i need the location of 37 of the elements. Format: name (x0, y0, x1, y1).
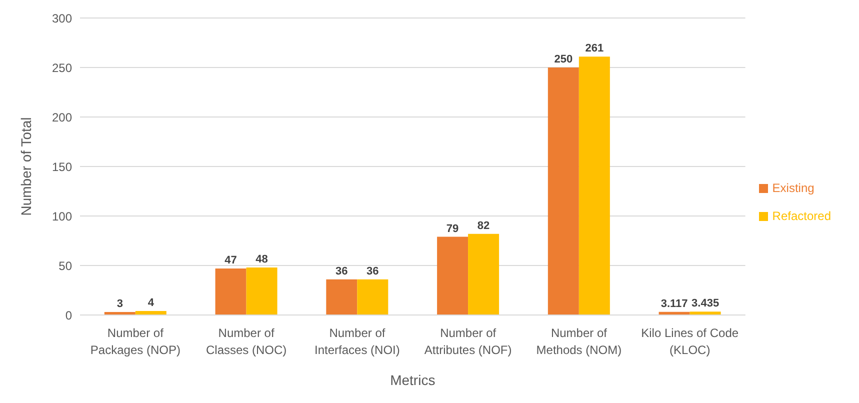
data-label: 36 (336, 265, 348, 278)
x-tick-label: Kilo Lines of Code (KLOC) (641, 326, 739, 357)
y-tick-label: 100 (52, 209, 72, 224)
y-tick-label: 150 (52, 160, 72, 174)
bar (246, 267, 278, 315)
data-label: 250 (554, 54, 573, 66)
y-tick-label: 300 (52, 11, 72, 26)
y-tick-label: 200 (52, 110, 72, 124)
data-label: 4 (148, 297, 155, 310)
data-label: 3.435 (692, 298, 720, 310)
bar (437, 236, 468, 315)
legend-label: Refactored (772, 208, 831, 222)
x-axis-title: Metrics (390, 372, 436, 388)
x-tick-label: Number of Classes (NOC) (206, 326, 287, 357)
y-tick-label: 0 (65, 308, 72, 322)
data-label: 3 (116, 298, 123, 310)
data-label: 82 (477, 220, 490, 232)
data-label: 36 (366, 265, 379, 278)
y-tick-label: 50 (58, 258, 72, 273)
x-tick-label: Number of Interfaces (NOI) (314, 326, 400, 357)
y-axis-title: Number of Total (18, 117, 34, 216)
legend-label: Existing (772, 180, 814, 194)
bar (578, 56, 610, 315)
x-tick-label: Number of Methods (NOM) (536, 326, 622, 357)
data-label: 3.117 (660, 298, 688, 310)
bar (357, 279, 388, 315)
x-tick-label: Number of Packages (NOP) (90, 326, 180, 357)
data-label: 48 (256, 253, 268, 266)
bar (468, 234, 500, 315)
data-label: 47 (224, 254, 237, 266)
data-label: 261 (585, 42, 604, 55)
y-tick-label: 250 (52, 60, 72, 75)
data-label: 79 (446, 222, 459, 235)
bar (326, 279, 358, 315)
bar (548, 68, 579, 315)
x-tick-label: Number of Attributes (NOF) (424, 326, 512, 357)
bar (215, 268, 246, 315)
